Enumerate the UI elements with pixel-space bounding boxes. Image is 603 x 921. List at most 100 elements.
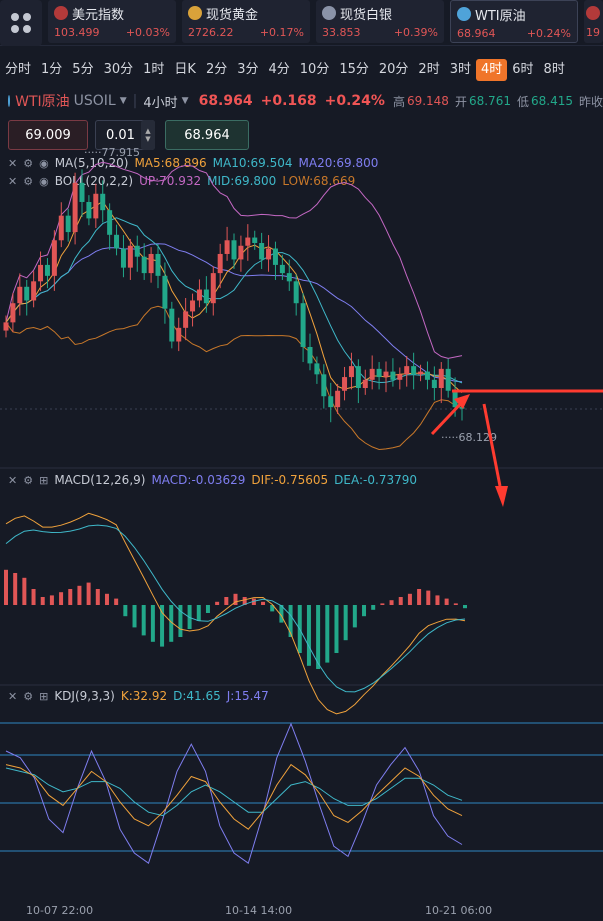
timeframe-13[interactable]: 3时 — [449, 62, 471, 77]
chevron-down-icon[interactable]: ▼ — [181, 96, 189, 106]
candle-body — [383, 371, 389, 378]
settings-icon[interactable]: ⚙ — [23, 689, 34, 703]
candle-body — [404, 366, 410, 375]
ticker-card-wti[interactable]: WTI原油 68.964 +0.24% — [450, 0, 578, 43]
expand-icon[interactable]: ⊞ — [39, 473, 49, 487]
eye-icon[interactable]: ◉ — [39, 174, 49, 188]
ticker-card-gold[interactable]: 现货黄金 2726.22 +0.17% — [182, 0, 310, 43]
buy-price-button[interactable]: 68.964 — [165, 120, 249, 150]
quantity-stepper[interactable]: ▲ ▼ — [141, 120, 155, 150]
ma20-line — [5, 243, 463, 383]
macd-bar — [86, 582, 91, 605]
candle-body — [348, 366, 354, 378]
timeframe-15[interactable]: 6时 — [512, 62, 534, 77]
caret-down-icon[interactable]: ▼ — [145, 135, 151, 143]
boll-up-value: UP:70.932 — [139, 174, 202, 188]
macd-bar — [22, 577, 27, 605]
symbol-code[interactable]: USOIL — [73, 93, 116, 109]
low-value: 68.415 — [530, 94, 573, 108]
price-change-pct: +0.24% — [324, 93, 385, 109]
macd-bar — [59, 592, 64, 605]
timeframe-8[interactable]: 4分 — [268, 62, 290, 77]
candle-body — [286, 273, 292, 282]
macd-bar — [114, 598, 119, 605]
candle-body — [259, 243, 265, 260]
ticker-card-usd-index[interactable]: 美元指数 103.499 +0.03% — [48, 0, 176, 43]
eye-icon[interactable]: ◉ — [39, 156, 49, 170]
macd-bar — [251, 598, 256, 605]
candle-body — [314, 363, 320, 375]
macd-bar — [389, 600, 394, 605]
ticker-name: 美元指数 — [72, 7, 125, 23]
timeframe-2[interactable]: 5分 — [72, 62, 94, 77]
timeframe-5[interactable]: 日K — [174, 62, 196, 77]
macd-bar — [325, 605, 330, 663]
timeframe-4[interactable]: 1时 — [143, 62, 165, 77]
macd-bar — [13, 573, 18, 605]
candle-body — [245, 237, 251, 246]
macd-bar — [316, 605, 321, 669]
low-label: 低 — [516, 94, 529, 109]
candle-body — [224, 240, 230, 254]
close-icon[interactable]: ✕ — [8, 174, 18, 188]
timeframe-11[interactable]: 20分 — [378, 62, 409, 77]
candle-body — [390, 371, 396, 380]
us-flag-icon — [54, 6, 68, 20]
arrow-head-up — [454, 394, 470, 409]
timeframe-12[interactable]: 2时 — [418, 62, 440, 77]
timeframe-9[interactable]: 10分 — [299, 62, 330, 77]
macd-bar — [233, 593, 238, 605]
symbol-name[interactable]: WTI原油 — [15, 94, 70, 110]
caret-up-icon[interactable]: ▲ — [145, 127, 151, 135]
macd-bar — [306, 605, 311, 666]
timeframe-0[interactable]: 分时 — [5, 62, 32, 77]
candle-body — [162, 275, 168, 309]
candle-body — [114, 234, 120, 249]
timeframe-1[interactable]: 1分 — [41, 62, 63, 77]
ticker-price: 2726.22 — [188, 26, 234, 39]
expand-icon[interactable]: ⊞ — [39, 689, 49, 703]
timeframe-14[interactable]: 4时 — [475, 59, 508, 81]
candle-body — [148, 253, 154, 274]
macd-bar — [196, 605, 201, 621]
close-icon[interactable]: ✕ — [8, 156, 18, 170]
macd-panel — [4, 512, 467, 715]
candle-body — [24, 286, 30, 301]
timeframe-3[interactable]: 30分 — [103, 62, 134, 77]
macd-bar — [407, 593, 412, 605]
settings-icon[interactable]: ⚙ — [23, 156, 34, 170]
macd-bar — [380, 603, 385, 605]
macd-bar — [288, 605, 293, 637]
candle-body — [418, 371, 424, 375]
period-select[interactable]: 4小时 — [143, 95, 178, 111]
macd-bar — [215, 601, 220, 605]
candle-body — [210, 273, 216, 304]
kdj-panel — [5, 722, 463, 865]
timeframe-7[interactable]: 3分 — [237, 62, 259, 77]
candle-body — [44, 264, 50, 276]
sell-price-button[interactable]: 69.009 — [8, 120, 88, 150]
oil-icon — [457, 7, 471, 21]
menu-grid-button[interactable] — [0, 0, 42, 46]
macd-bar — [463, 605, 467, 609]
candles — [3, 169, 465, 423]
candle-body — [65, 215, 71, 233]
candle-body — [196, 289, 202, 301]
timeframe-16[interactable]: 8时 — [543, 62, 565, 77]
macd-bar — [141, 605, 146, 636]
settings-icon[interactable]: ⚙ — [23, 174, 34, 188]
symbol-icon — [8, 95, 11, 107]
j-line — [5, 722, 463, 865]
close-icon[interactable]: ✕ — [8, 473, 18, 487]
macd-bar — [352, 605, 357, 628]
high-value: 69.148 — [406, 94, 449, 108]
close-icon[interactable]: ✕ — [8, 689, 18, 703]
timeframe-6[interactable]: 2分 — [205, 62, 228, 77]
ticker-name: 现货白银 — [340, 7, 393, 23]
ticker-card-partial[interactable]: 19 — [584, 0, 603, 43]
chevron-down-icon[interactable]: ▼ — [119, 96, 127, 106]
ticker-card-silver[interactable]: 现货白银 33.853 +0.39% — [316, 0, 444, 43]
settings-icon[interactable]: ⚙ — [23, 473, 34, 487]
timeframe-10[interactable]: 15分 — [339, 62, 369, 77]
